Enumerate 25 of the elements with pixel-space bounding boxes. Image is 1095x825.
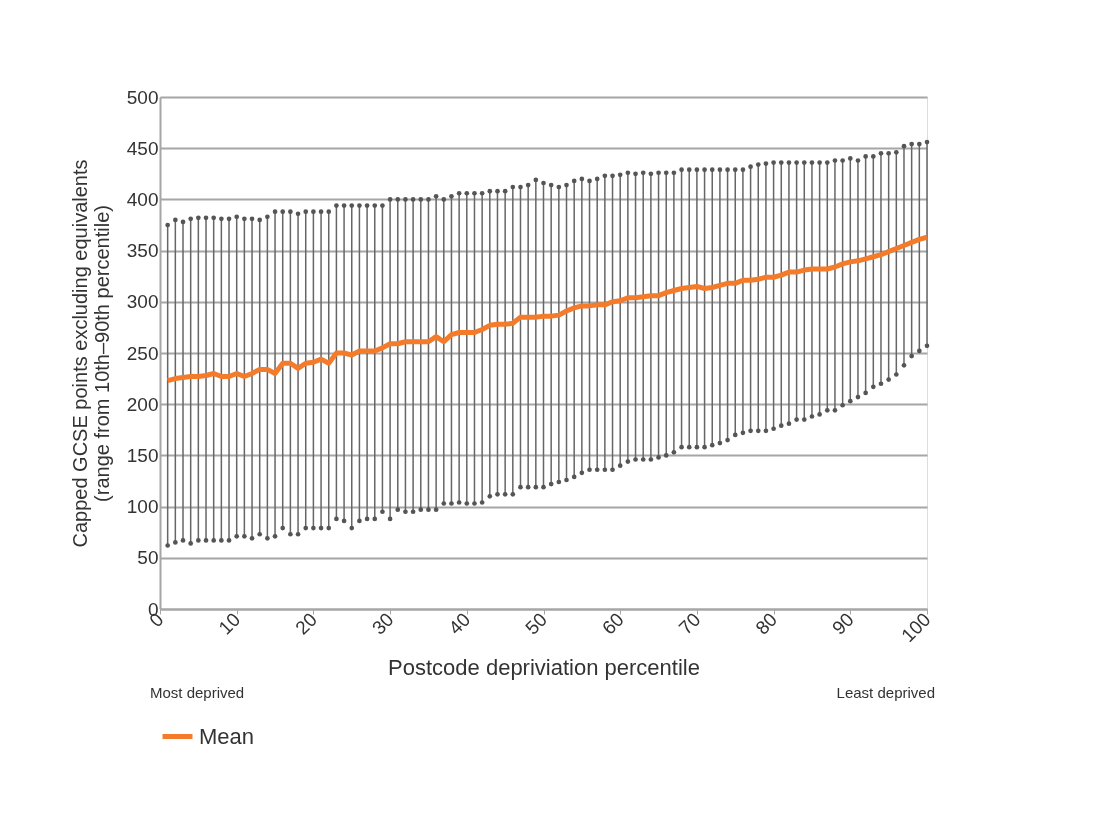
y-tick-label: 200 — [126, 393, 159, 415]
x-tick-label: 60 — [597, 608, 628, 639]
y-tick-label: 350 — [126, 240, 159, 262]
x-tick-label: 30 — [367, 608, 398, 639]
y-tick-label: 50 — [137, 547, 159, 569]
y-axis-title: Capped GCSE points excluding equivalents (range from 10th–90th percentile) — [68, 159, 113, 548]
legend-label: Mean — [199, 723, 255, 749]
text: Most deprived — [150, 684, 245, 701]
y-tick-label: 450 — [126, 137, 159, 159]
text: Least deprived — [836, 684, 935, 701]
x-tick-label: 90 — [828, 608, 858, 639]
x-tick-label: 20 — [291, 608, 321, 639]
y-tick-label: 100 — [126, 496, 159, 518]
y-tick-label: 500 — [126, 86, 159, 108]
x-tick-label: 80 — [751, 608, 782, 639]
x-tick-label: 100 — [897, 608, 935, 646]
x-tick-label: 70 — [674, 608, 705, 639]
y-tick-label: 250 — [126, 342, 159, 364]
y-tick-label: 150 — [126, 444, 159, 466]
y-tick-label: 400 — [126, 188, 159, 210]
x-tick-label: 10 — [214, 608, 245, 639]
y-tick-label: 300 — [126, 291, 159, 313]
x-tick-label: 40 — [444, 608, 475, 639]
x-tick-label: 50 — [521, 608, 552, 639]
x-axis-title: Postcode depriviation percentile — [388, 654, 700, 680]
